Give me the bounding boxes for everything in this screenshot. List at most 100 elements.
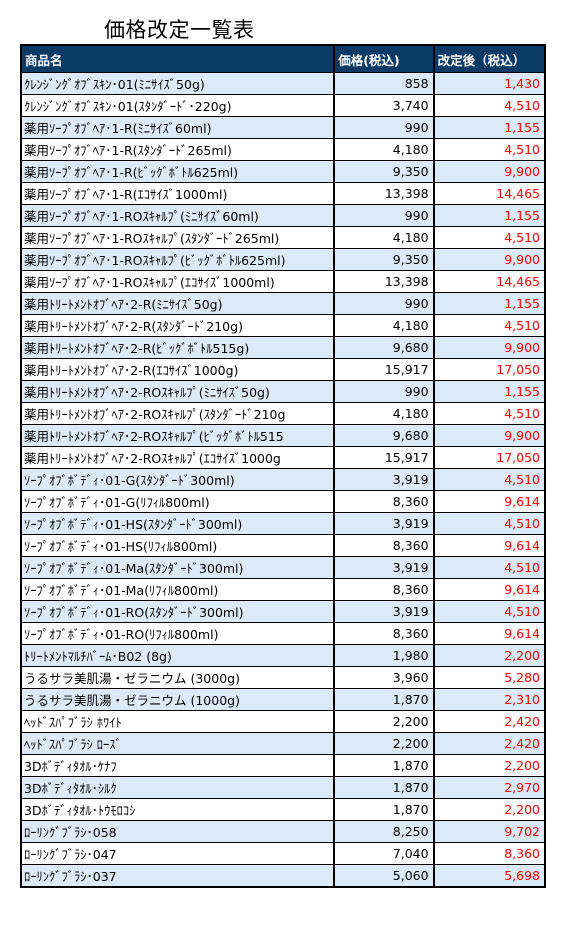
table-row: 薬用ﾄﾘｰﾄﾒﾝﾄｵﾌﾞﾍｱ･2-R(ｽﾀﾝﾀﾞｰﾄﾞ210g) 4,180 4,5… — [20, 314, 546, 337]
old-price-cell: 1,870 — [333, 776, 435, 799]
product-name-cell: 薬用ﾄﾘｰﾄﾒﾝﾄｵﾌﾞﾍｱ･2-ROｽｷｬﾙﾌﾟ(ｽﾀﾝﾀﾞｰﾄﾞ210g — [20, 402, 335, 425]
old-price-cell: 15,917 — [333, 446, 435, 469]
price-revision-table: 商品名 価格(税込) 改定後（税込） ｸﾚﾝｼﾞﾝｸﾞｵﾌﾞｽｷﾝ･01(ﾐﾆｻ… — [20, 44, 546, 888]
product-name-cell: 薬用ｿｰﾌﾟｵﾌﾞﾍｱ･1-R(ﾋﾞｯｸﾞﾎﾞﾄﾙ625ml) — [20, 160, 335, 183]
product-name-cell: ﾍｯﾄﾞｽﾊﾟﾌﾞﾗｼ ﾎﾜｲﾄ — [20, 710, 335, 733]
new-price-cell: 4,510 — [432, 402, 546, 425]
product-name-cell: 薬用ﾄﾘｰﾄﾒﾝﾄｵﾌﾞﾍｱ･2-ROｽｷｬﾙﾌﾟ(ｴｺｻｲｽﾞ1000g — [20, 446, 335, 469]
old-price-cell: 3,919 — [333, 600, 435, 623]
table-row: ﾛｰﾘﾝｸﾞﾌﾞﾗｼ･037 5,060 5,698 — [20, 864, 546, 888]
old-price-cell: 5,060 — [333, 864, 435, 888]
product-name-cell: 薬用ｿｰﾌﾟｵﾌﾞﾍｱ･1-ROｽｷｬﾙﾌﾟ(ﾐﾆｻｲｽﾞ60ml) — [20, 204, 335, 227]
table-row: 薬用ｿｰﾌﾟｵﾌﾞﾍｱ･1-R(ﾋﾞｯｸﾞﾎﾞﾄﾙ625ml) 9,350 9,90… — [20, 160, 546, 183]
product-name-cell: うるサラ美肌湯・ゼラニウム (3000g) — [20, 666, 335, 689]
new-price-cell: 2,420 — [432, 710, 546, 733]
table-row: うるサラ美肌湯・ゼラニウム (1000g) 1,870 2,310 — [20, 688, 546, 711]
table-row: ｸﾚﾝｼﾞﾝｸﾞｵﾌﾞｽｷﾝ･01(ｽﾀﾝﾀﾞｰﾄﾞ･220g) 3,740 4,5… — [20, 94, 546, 117]
old-price-cell: 1,980 — [333, 644, 435, 667]
table-body: ｸﾚﾝｼﾞﾝｸﾞｵﾌﾞｽｷﾝ･01(ﾐﾆｻｲｽﾞ50g) 858 1,430 ｸﾚﾝｼ… — [20, 72, 546, 888]
product-name-cell: ﾍｯﾄﾞｽﾊﾟﾌﾞﾗｼ ﾛｰｽﾞ — [20, 732, 335, 755]
product-name-cell: ｸﾚﾝｼﾞﾝｸﾞｵﾌﾞｽｷﾝ･01(ﾐﾆｻｲｽﾞ50g) — [20, 72, 335, 95]
product-name-cell: 薬用ｿｰﾌﾟｵﾌﾞﾍｱ･1-ROｽｷｬﾙﾌﾟ(ｽﾀﾝﾀﾞｰﾄﾞ265ml) — [20, 226, 335, 249]
old-price-cell: 4,180 — [333, 314, 435, 337]
table-row: ｿｰﾌﾟｵﾌﾞﾎﾞﾃﾞｨ･01-G(ﾘﾌｨﾙ800ml) 8,360 9,614 — [20, 490, 546, 513]
new-price-cell: 4,510 — [432, 226, 546, 249]
old-price-cell: 9,680 — [333, 424, 435, 447]
table-row: 薬用ﾄﾘｰﾄﾒﾝﾄｵﾌﾞﾍｱ･2-ROｽｷｬﾙﾌﾟ(ﾋﾞｯｸﾞﾎﾞﾄﾙ515 9,… — [20, 424, 546, 447]
table-row: ﾍｯﾄﾞｽﾊﾟﾌﾞﾗｼ ﾛｰｽﾞ 2,200 2,420 — [20, 732, 546, 755]
new-price-cell: 14,465 — [432, 182, 546, 205]
product-name-cell: 3Dﾎﾞﾃﾞｨﾀｵﾙ･ｼﾙｸ — [20, 776, 335, 799]
new-price-cell: 8,360 — [432, 842, 546, 865]
old-price-cell: 2,200 — [333, 732, 435, 755]
old-price-cell: 3,919 — [333, 468, 435, 491]
table-row: ｿｰﾌﾟｵﾌﾞﾎﾞﾃﾞｨ･01-RO(ｽﾀﾝﾀﾞｰﾄﾞ300ml) 3,919 4,… — [20, 600, 546, 623]
old-price-cell: 858 — [333, 72, 435, 95]
product-name-cell: ｿｰﾌﾟｵﾌﾞﾎﾞﾃﾞｨ･01-G(ｽﾀﾝﾀﾞｰﾄﾞ300ml) — [20, 468, 335, 491]
table-row: 薬用ﾄﾘｰﾄﾒﾝﾄｵﾌﾞﾍｱ･2-R(ﾋﾞｯｸﾞﾎﾞﾄﾙ515g) 9,680 9,… — [20, 336, 546, 359]
product-name-cell: 3Dﾎﾞﾃﾞｨﾀｵﾙ･ｹﾅﾌ — [20, 754, 335, 777]
new-price-cell: 9,614 — [432, 534, 546, 557]
table-row: ﾛｰﾘﾝｸﾞﾌﾞﾗｼ･058 8,250 9,702 — [20, 820, 546, 843]
product-name-cell: うるサラ美肌湯・ゼラニウム (1000g) — [20, 688, 335, 711]
old-price-cell: 990 — [333, 204, 435, 227]
new-price-cell: 9,900 — [432, 248, 546, 271]
new-price-cell: 1,430 — [432, 72, 546, 95]
table-row: 薬用ﾄﾘｰﾄﾒﾝﾄｵﾌﾞﾍｱ･2-R(ﾐﾆｻｲｽﾞ50g) 990 1,155 — [20, 292, 546, 315]
product-name-cell: ｿｰﾌﾟｵﾌﾞﾎﾞﾃﾞｨ･01-RO(ﾘﾌｨﾙ800ml) — [20, 622, 335, 645]
new-price-cell: 9,614 — [432, 578, 546, 601]
new-price-cell: 2,310 — [432, 688, 546, 711]
header-product-name: 商品名 — [20, 44, 335, 73]
header-old-price: 価格(税込) — [333, 44, 435, 73]
table-row: 薬用ｿｰﾌﾟｵﾌﾞﾍｱ･1-R(ｴｺｻｲｽﾞ1000ml) 13,398 14,46… — [20, 182, 546, 205]
table-row: 薬用ﾄﾘｰﾄﾒﾝﾄｵﾌﾞﾍｱ･2-ROｽｷｬﾙﾌﾟ(ﾐﾆｻｲｽﾞ50g) 990 1… — [20, 380, 546, 403]
table-row: 3Dﾎﾞﾃﾞｨﾀｵﾙ･ﾄｳﾓﾛｺｼ 1,870 2,200 — [20, 798, 546, 821]
product-name-cell: 薬用ｿｰﾌﾟｵﾌﾞﾍｱ･1-R(ｽﾀﾝﾀﾞｰﾄﾞ265ml) — [20, 138, 335, 161]
old-price-cell: 13,398 — [333, 182, 435, 205]
product-name-cell: ｿｰﾌﾟｵﾌﾞﾎﾞﾃﾞｨ･01-G(ﾘﾌｨﾙ800ml) — [20, 490, 335, 513]
old-price-cell: 1,870 — [333, 798, 435, 821]
new-price-cell: 4,510 — [432, 94, 546, 117]
new-price-cell: 4,510 — [432, 468, 546, 491]
old-price-cell: 13,398 — [333, 270, 435, 293]
table-row: 薬用ｿｰﾌﾟｵﾌﾞﾍｱ･1-ROｽｷｬﾙﾌﾟ(ｽﾀﾝﾀﾞｰﾄﾞ265ml) 4,1… — [20, 226, 546, 249]
table-row: 薬用ﾄﾘｰﾄﾒﾝﾄｵﾌﾞﾍｱ･2-ROｽｷｬﾙﾌﾟ(ｽﾀﾝﾀﾞｰﾄﾞ210g 4,… — [20, 402, 546, 425]
product-name-cell: ｿｰﾌﾟｵﾌﾞﾎﾞﾃﾞｨ･01-Ma(ｽﾀﾝﾀﾞｰﾄﾞ300ml) — [20, 556, 335, 579]
old-price-cell: 990 — [333, 116, 435, 139]
table-row: 薬用ｿｰﾌﾟｵﾌﾞﾍｱ･1-R(ｽﾀﾝﾀﾞｰﾄﾞ265ml) 4,180 4,510 — [20, 138, 546, 161]
new-price-cell: 2,970 — [432, 776, 546, 799]
table-row: ﾄﾘｰﾄﾒﾝﾄﾏﾙﾁﾊﾞｰﾑ･B02 (8g) 1,980 2,200 — [20, 644, 546, 667]
old-price-cell: 8,360 — [333, 622, 435, 645]
old-price-cell: 8,360 — [333, 490, 435, 513]
new-price-cell: 4,510 — [432, 512, 546, 535]
table-row: 薬用ｿｰﾌﾟｵﾌﾞﾍｱ･1-ROｽｷｬﾙﾌﾟ(ｴｺｻｲｽﾞ1000ml) 13,3… — [20, 270, 546, 293]
table-row: ﾍｯﾄﾞｽﾊﾟﾌﾞﾗｼ ﾎﾜｲﾄ 2,200 2,420 — [20, 710, 546, 733]
old-price-cell: 2,200 — [333, 710, 435, 733]
product-name-cell: 薬用ｿｰﾌﾟｵﾌﾞﾍｱ･1-R(ｴｺｻｲｽﾞ1000ml) — [20, 182, 335, 205]
product-name-cell: 薬用ﾄﾘｰﾄﾒﾝﾄｵﾌﾞﾍｱ･2-ROｽｷｬﾙﾌﾟ(ﾋﾞｯｸﾞﾎﾞﾄﾙ515 — [20, 424, 335, 447]
product-name-cell: ｿｰﾌﾟｵﾌﾞﾎﾞﾃﾞｨ･01-Ma(ﾘﾌｨﾙ800ml) — [20, 578, 335, 601]
new-price-cell: 9,900 — [432, 160, 546, 183]
table-row: 3Dﾎﾞﾃﾞｨﾀｵﾙ･ｹﾅﾌ 1,870 2,200 — [20, 754, 546, 777]
old-price-cell: 9,350 — [333, 248, 435, 271]
new-price-cell: 5,698 — [432, 864, 546, 888]
table-row: 薬用ﾄﾘｰﾄﾒﾝﾄｵﾌﾞﾍｱ･2-R(ｴｺｻｲｽﾞ1000g) 15,917 17,… — [20, 358, 546, 381]
table-row: ﾛｰﾘﾝｸﾞﾌﾞﾗｼ･047 7,040 8,360 — [20, 842, 546, 865]
new-price-cell: 9,614 — [432, 622, 546, 645]
table-row: うるサラ美肌湯・ゼラニウム (3000g) 3,960 5,280 — [20, 666, 546, 689]
old-price-cell: 3,919 — [333, 556, 435, 579]
product-name-cell: 薬用ﾄﾘｰﾄﾒﾝﾄｵﾌﾞﾍｱ･2-R(ﾐﾆｻｲｽﾞ50g) — [20, 292, 335, 315]
product-name-cell: ﾛｰﾘﾝｸﾞﾌﾞﾗｼ･047 — [20, 842, 335, 865]
new-price-cell: 14,465 — [432, 270, 546, 293]
old-price-cell: 1,870 — [333, 688, 435, 711]
new-price-cell: 4,510 — [432, 600, 546, 623]
new-price-cell: 1,155 — [432, 292, 546, 315]
old-price-cell: 4,180 — [333, 402, 435, 425]
new-price-cell: 4,510 — [432, 556, 546, 579]
old-price-cell: 990 — [333, 292, 435, 315]
table-row: ｸﾚﾝｼﾞﾝｸﾞｵﾌﾞｽｷﾝ･01(ﾐﾆｻｲｽﾞ50g) 858 1,430 — [20, 72, 546, 95]
old-price-cell: 3,919 — [333, 512, 435, 535]
new-price-cell: 1,155 — [432, 116, 546, 139]
product-name-cell: 3Dﾎﾞﾃﾞｨﾀｵﾙ･ﾄｳﾓﾛｺｼ — [20, 798, 335, 821]
product-name-cell: ｿｰﾌﾟｵﾌﾞﾎﾞﾃﾞｨ･01-RO(ｽﾀﾝﾀﾞｰﾄﾞ300ml) — [20, 600, 335, 623]
